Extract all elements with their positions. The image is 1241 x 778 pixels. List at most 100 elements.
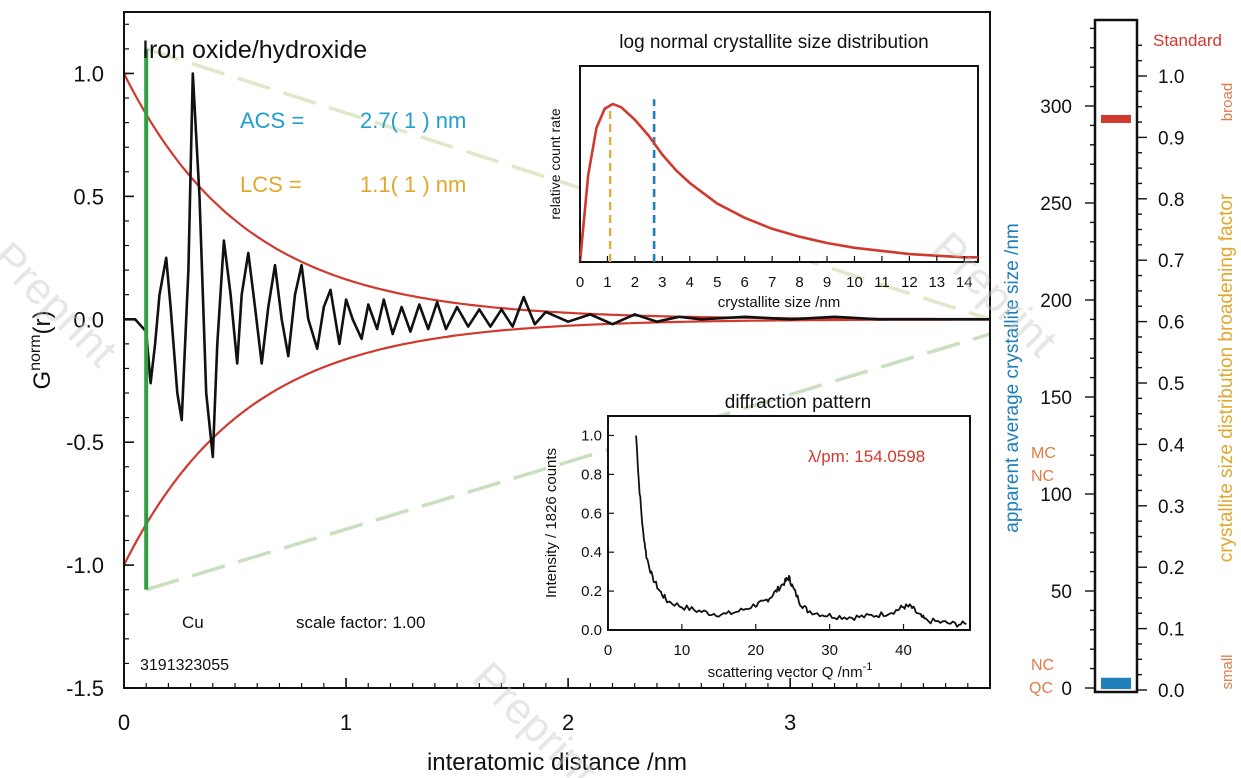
diffraction-x-tick-label: 0 xyxy=(604,642,612,659)
diffraction-y-tick-label: 0.2 xyxy=(581,583,602,600)
bar-right-tick-label: 0.1 xyxy=(1158,620,1184,641)
lognormal-x-tick-label: 10 xyxy=(846,274,863,291)
bar-left-tick-label: 100 xyxy=(1040,485,1072,506)
envelope-lower xyxy=(123,318,990,566)
lognormal-x-tick-label: 13 xyxy=(928,274,945,291)
nc-label-lower: NC xyxy=(1031,657,1054,674)
diffraction-x-tick-label: 20 xyxy=(747,642,764,659)
lognormal-x-tick-label: 7 xyxy=(768,274,776,291)
diffraction-inset: 0 10 20 30 40 0.0 0.2 0.4 0.6 0.8 1.0 diffraction… xyxy=(543,392,971,681)
lognormal-title: log normal crystallite size distribution xyxy=(619,32,928,53)
bar-left-tick-label: 150 xyxy=(1040,388,1072,409)
bar-right-tick-label: 0.9 xyxy=(1158,128,1184,149)
diffraction-y-label: Intensity / 1826 counts xyxy=(543,448,560,598)
lognormal-x-label: crystallite size /nm xyxy=(718,294,841,311)
wavelength-label: λ/pm: 154.0598 xyxy=(808,447,925,466)
broadening-marker xyxy=(1101,114,1131,123)
diffraction-frame xyxy=(607,415,971,631)
lognormal-x-tick-label: 2 xyxy=(631,274,639,291)
watermark-1: Preprint xyxy=(0,232,127,376)
qc-label: QC xyxy=(1029,680,1053,697)
bar-right-tick-label: 0.0 xyxy=(1158,681,1184,702)
bar-left-tick-label: 0 xyxy=(1061,679,1072,700)
lognormal-curve xyxy=(578,102,978,263)
diffraction-y-tick-label: 0.8 xyxy=(581,466,602,483)
lognormal-frame xyxy=(579,65,979,263)
pdf-y-label-tail: (r) xyxy=(29,310,56,334)
diffraction-x-tick-label: 40 xyxy=(895,642,912,659)
acs-label: ACS = xyxy=(240,108,304,133)
lognormal-x-tick-label: 14 xyxy=(956,274,973,291)
y-tick-label: 1.0 xyxy=(73,61,104,86)
bar-right-tick-label: 0.5 xyxy=(1158,374,1184,395)
acs-bar xyxy=(1101,677,1131,689)
broadening-axis-label: crystallite size distribution broadening… xyxy=(1216,193,1237,562)
bar-right-ticks: 1.0 0.9 0.8 0.7 0.6 0.5 0.4 0.3 0.2 0.1 0.0 xyxy=(1137,44,1185,702)
sample-id: 3191323055 xyxy=(140,657,229,674)
bar-right-tick-label: 0.2 xyxy=(1158,558,1184,579)
lognormal-inset: 0 1 2 3 4 5 6 7 8 9 10 11 12 13 14 log normal crystall… xyxy=(547,32,979,311)
scale-factor: scale factor: 1.00 xyxy=(296,613,425,632)
bar-right-tick-label: 0.7 xyxy=(1158,251,1184,272)
bar-left-tick-label: 50 xyxy=(1051,582,1072,603)
pdf-x-label: interatomic distance /nm xyxy=(427,749,687,776)
lognormal-x-tick-label: 9 xyxy=(823,274,831,291)
acs-value: 2.7( 1 ) nm xyxy=(360,108,466,133)
bar-left-tick-label: 200 xyxy=(1040,291,1072,312)
lognormal-x-tick-label: 5 xyxy=(713,274,721,291)
pdf-x-ticks: 0 1 2 3 xyxy=(118,678,796,735)
lognormal-x-tick-label: 0 xyxy=(576,274,584,291)
standard-label: Standard xyxy=(1153,31,1222,50)
lognormal-x-ticks: 0 1 2 3 4 5 6 7 8 9 10 11 12 13 14 xyxy=(576,256,973,291)
lognormal-x-tick-label: 1 xyxy=(603,274,611,291)
diffraction-x-tick-label: 10 xyxy=(674,642,691,659)
lognormal-x-tick-label: 12 xyxy=(901,274,918,291)
bar-right-tick-label: 0.4 xyxy=(1158,435,1185,456)
lognormal-x-tick-label: 11 xyxy=(874,274,890,291)
size-bar-panel: 300 250 200 150 100 50 0 1.0 0.9 0.8 0.7 0.6 0.5 0.4… xyxy=(1002,18,1237,702)
dash-upper-line xyxy=(145,47,991,321)
bar-left-tick-label: 250 xyxy=(1040,194,1072,215)
lcs-label: LCS = xyxy=(240,172,302,197)
pdf-frame xyxy=(123,11,991,689)
diffraction-x-label-sup: -1 xyxy=(863,661,873,673)
diffraction-y-tick-label: 1.0 xyxy=(581,427,602,444)
pdf-y-label-sup: norm xyxy=(27,334,44,370)
bar-left-tick-label: 300 xyxy=(1040,97,1072,118)
nc-label-upper: NC xyxy=(1031,468,1054,485)
lognormal-x-tick-label: 8 xyxy=(795,274,803,291)
y-tick-label: -1.5 xyxy=(66,676,104,701)
bar-right-tick-label: 0.3 xyxy=(1158,497,1184,518)
lognormal-x-tick-label: 6 xyxy=(741,274,749,291)
y-tick-label: -1.0 xyxy=(66,553,104,578)
diffraction-title: diffraction pattern xyxy=(725,392,871,413)
y-tick-label: -0.5 xyxy=(66,430,104,455)
diffraction-y-tick-label: 0.0 xyxy=(581,622,602,639)
x-tick-label: 2 xyxy=(562,710,574,735)
lognormal-y-label: relative count rate xyxy=(547,108,563,219)
size-axis-label: apparent average crystallite size /nm xyxy=(1002,223,1023,532)
diffraction-x-label-main: scattering vector Q /nm xyxy=(708,664,863,681)
small-label: small xyxy=(1219,654,1236,689)
x-tick-label: 3 xyxy=(784,710,796,735)
diffraction-curve xyxy=(635,435,967,628)
bar-left-ticks: 300 250 200 150 100 50 0 xyxy=(1040,27,1095,700)
lognormal-x-tick-label: 4 xyxy=(686,274,694,291)
pdf-y-label: Gnorm(r) xyxy=(27,310,56,389)
pdf-y-ticks: 1.0 0.5 0.0 -0.5 -1.0 -1.5 xyxy=(66,61,134,701)
decay-guides xyxy=(145,47,991,592)
size-bar-frame xyxy=(1093,18,1139,694)
x-tick-label: 1 xyxy=(340,710,352,735)
mc-label: MC xyxy=(1031,445,1056,462)
x-tick-label: 0 xyxy=(118,710,130,735)
lcs-value: 1.1( 1 ) nm xyxy=(360,172,466,197)
bar-right-tick-label: 0.6 xyxy=(1158,313,1184,334)
diffraction-y-tick-label: 0.6 xyxy=(581,505,602,522)
broad-label: broad xyxy=(1219,83,1236,121)
pdf-y-label-main: G xyxy=(29,371,56,390)
dash-lower-line xyxy=(145,332,991,592)
diffraction-y-ticks: 0.0 0.2 0.4 0.6 0.8 1.0 xyxy=(581,427,614,639)
diffraction-x-label: scattering vector Q /nm-1 xyxy=(708,661,873,681)
